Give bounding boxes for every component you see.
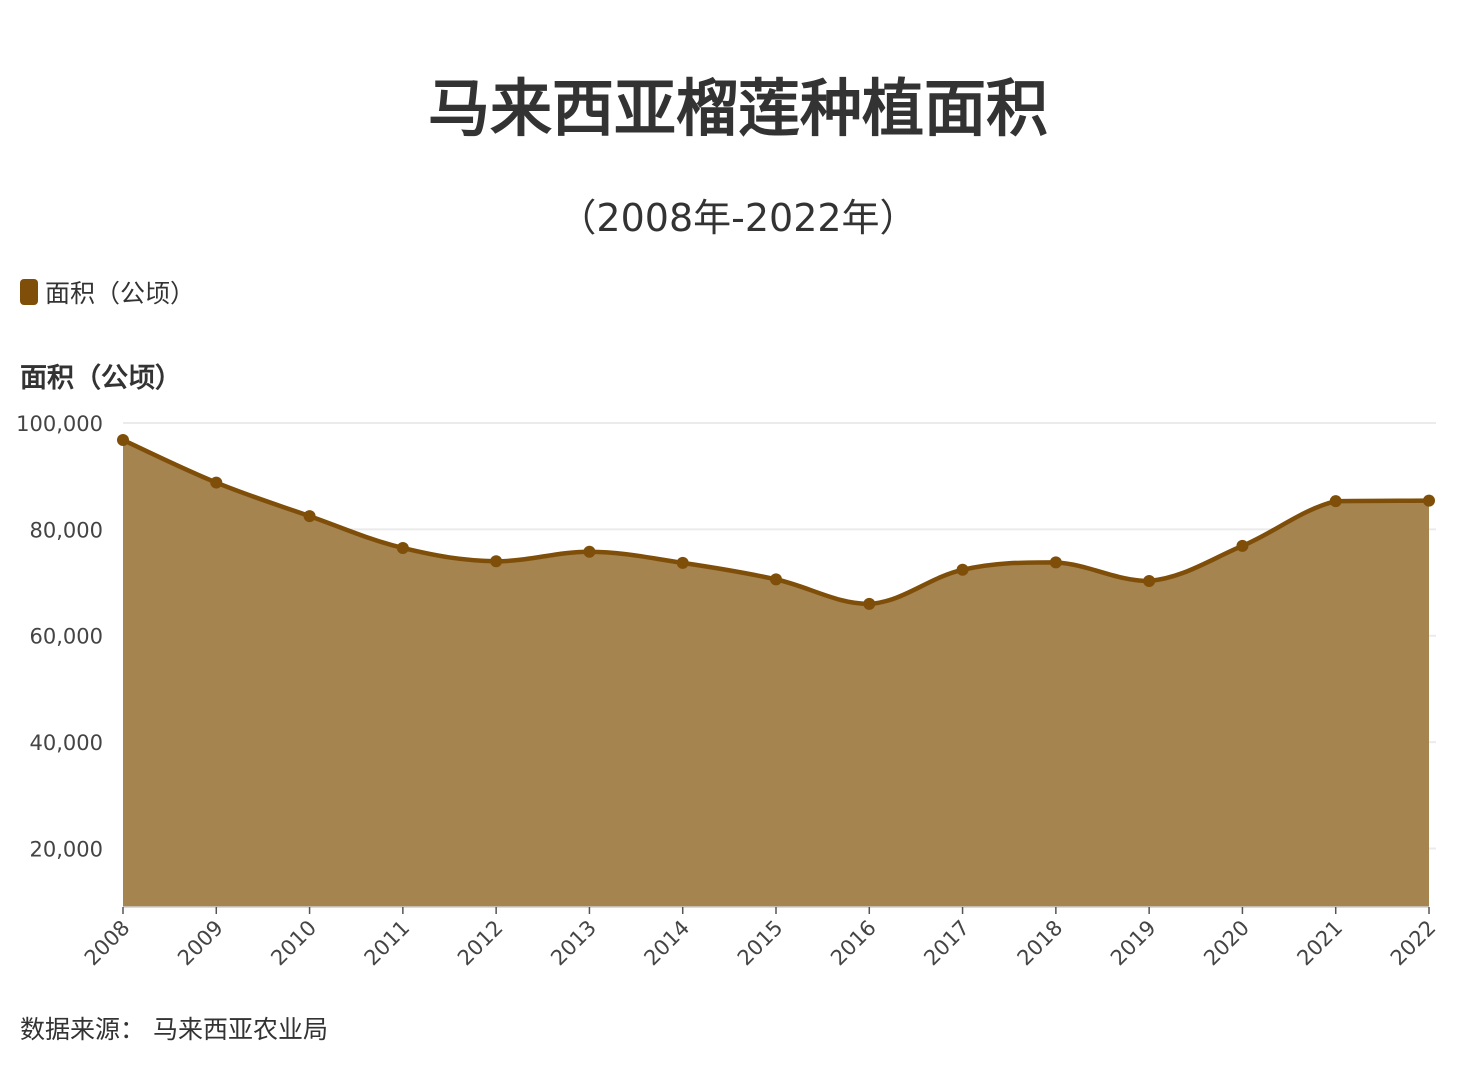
data-point-2014[interactable]: [676, 556, 689, 569]
x-tick-label: 2017: [919, 916, 974, 971]
data-point-2018[interactable]: [1049, 556, 1062, 569]
x-tick-label: 2009: [173, 916, 228, 971]
chart-title: 马来西亚榴莲种植面积: [427, 72, 1048, 145]
data-point-2017[interactable]: [956, 563, 969, 576]
data-point-2010[interactable]: [303, 510, 316, 523]
data-point-2013[interactable]: [583, 545, 596, 558]
x-tick-label: 2018: [1013, 916, 1068, 971]
legend-label: 面积（公顷）: [45, 279, 196, 308]
data-point-2011[interactable]: [396, 541, 409, 554]
x-tick-label: 2014: [639, 916, 694, 971]
data-point-2012[interactable]: [490, 555, 503, 568]
data-point-2009[interactable]: [210, 476, 223, 489]
x-tick-label: 2012: [453, 916, 508, 971]
x-tick-label: 2013: [546, 916, 601, 971]
y-tick-label: 40,000: [30, 731, 103, 755]
series-area: [123, 440, 1429, 907]
x-tick-label: 2021: [1292, 916, 1347, 971]
data-point-2016[interactable]: [863, 597, 876, 610]
data-point-2022[interactable]: [1423, 494, 1435, 507]
x-tick-label: 2015: [733, 916, 788, 971]
data-point-2008[interactable]: [117, 434, 129, 447]
data-point-2015[interactable]: [770, 573, 782, 586]
x-tick-label: 2022: [1386, 916, 1441, 971]
y-tick-label: 60,000: [30, 625, 103, 649]
legend-swatch: [20, 279, 38, 305]
x-tick-label: 2010: [266, 916, 321, 971]
x-axis-ticks: 2008 2009 2010 2011 2012 2013 2014 2015 2016 2017…: [80, 906, 1441, 971]
x-tick-label: 2020: [1199, 916, 1254, 971]
data-points: [117, 434, 1435, 610]
y-tick-label: 100,000: [16, 412, 103, 436]
y-axis-ticks: 20,000 40,000 60,000 80,000 100,000: [16, 412, 103, 861]
x-tick-label: 2011: [360, 916, 415, 971]
data-point-2020[interactable]: [1236, 539, 1249, 552]
x-tick-label: 2008: [80, 916, 135, 971]
data-point-2019[interactable]: [1143, 574, 1156, 587]
source-note: 数据来源： 马来西亚农业局: [20, 1015, 328, 1044]
y-tick-label: 80,000: [30, 518, 103, 542]
area-fill-layer: [123, 440, 1429, 907]
y-axis-title: 面积（公顷）: [20, 363, 182, 394]
chart-subtitle: （2008年-2022年）: [558, 196, 918, 240]
x-tick-label: 2016: [826, 916, 881, 971]
x-tick-label: 2019: [1106, 916, 1161, 971]
legend[interactable]: 面积（公顷）: [20, 274, 195, 310]
y-tick-label: 20,000: [30, 837, 103, 861]
data-point-2021[interactable]: [1329, 495, 1342, 508]
